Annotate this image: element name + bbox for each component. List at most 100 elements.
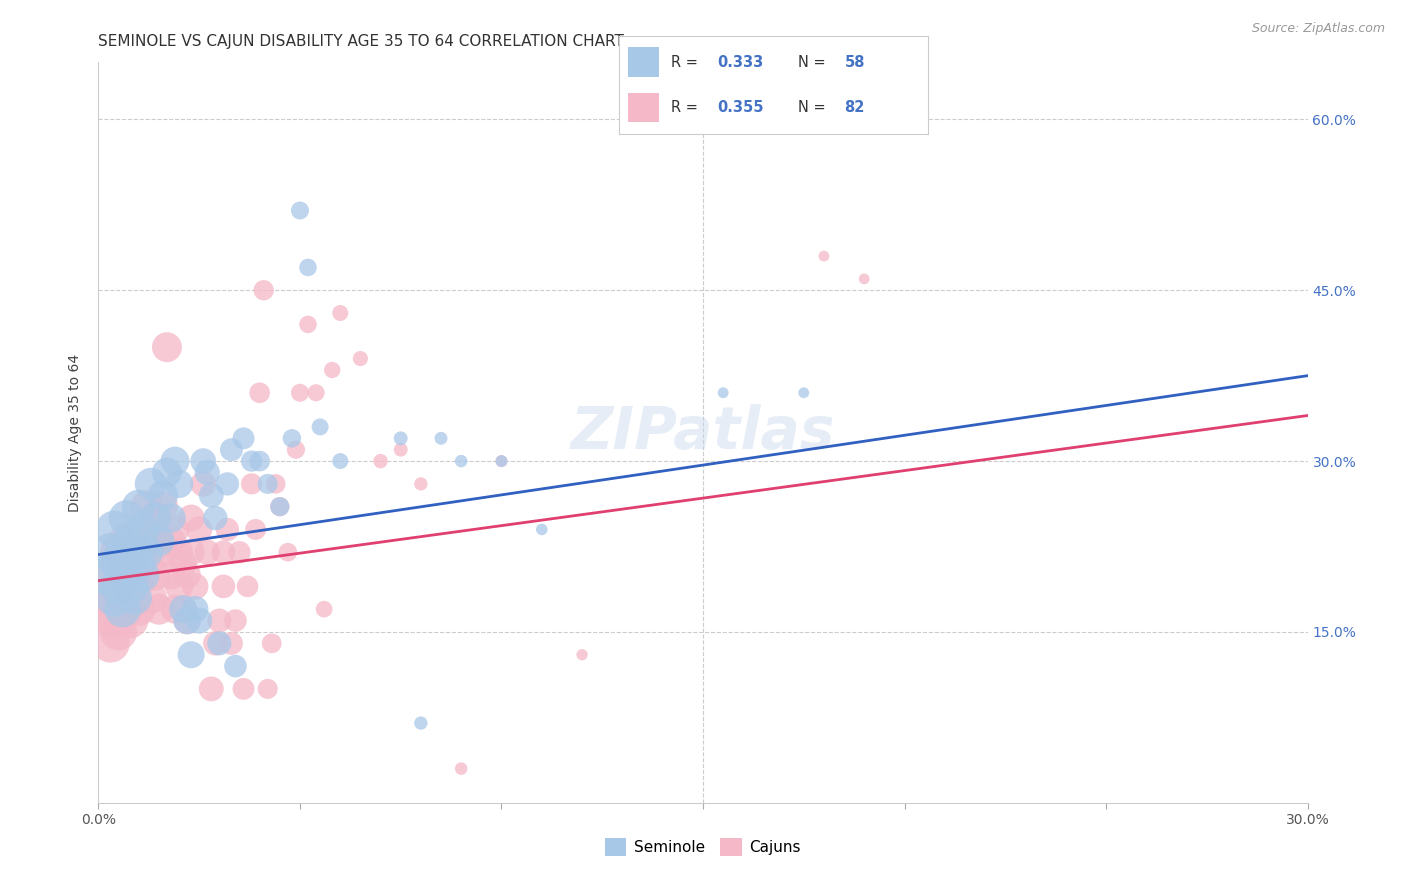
- Point: [349, 351, 371, 366]
- Point: [184, 579, 207, 593]
- Point: [269, 500, 291, 514]
- Point: [200, 488, 222, 502]
- Point: [180, 545, 202, 559]
- Point: [135, 545, 157, 559]
- Point: [167, 545, 190, 559]
- Point: [139, 545, 162, 559]
- Bar: [628, 47, 659, 77]
- Point: [107, 545, 129, 559]
- Point: [128, 557, 150, 571]
- Point: [135, 545, 157, 559]
- Text: 0.355: 0.355: [717, 100, 763, 115]
- Point: [152, 545, 174, 559]
- Point: [111, 602, 134, 616]
- Point: [143, 511, 166, 525]
- Point: [284, 442, 307, 457]
- Point: [100, 545, 122, 559]
- Point: [491, 454, 513, 468]
- Point: [260, 636, 283, 650]
- Point: [124, 545, 146, 559]
- Point: [163, 454, 186, 468]
- Point: [208, 636, 231, 650]
- Point: [314, 602, 336, 616]
- Point: [172, 602, 194, 616]
- Point: [120, 614, 142, 628]
- Point: [139, 476, 162, 491]
- Point: [120, 568, 142, 582]
- Point: [245, 523, 267, 537]
- Point: [128, 557, 150, 571]
- Point: [188, 523, 211, 537]
- Point: [132, 523, 155, 537]
- Point: [288, 203, 311, 218]
- Point: [107, 579, 129, 593]
- Point: [195, 466, 218, 480]
- Point: [217, 523, 239, 537]
- Text: ZIPatlas: ZIPatlas: [571, 404, 835, 461]
- Point: [232, 681, 254, 696]
- Point: [103, 523, 125, 537]
- Point: [240, 454, 263, 468]
- Point: [297, 260, 319, 275]
- Point: [450, 762, 472, 776]
- Point: [232, 431, 254, 445]
- Point: [249, 454, 271, 468]
- Point: [96, 568, 118, 582]
- Point: [124, 545, 146, 559]
- Point: [240, 476, 263, 491]
- Point: [297, 318, 319, 332]
- Point: [96, 602, 118, 616]
- Point: [305, 385, 328, 400]
- Point: [132, 568, 155, 582]
- Point: [813, 249, 835, 263]
- Point: [204, 511, 226, 525]
- Point: [264, 476, 287, 491]
- Text: R =: R =: [671, 54, 703, 70]
- Point: [571, 648, 593, 662]
- Point: [115, 533, 138, 548]
- Point: [188, 614, 211, 628]
- Point: [450, 454, 472, 468]
- Point: [152, 500, 174, 514]
- Point: [180, 511, 202, 525]
- Point: [176, 568, 198, 582]
- Point: [115, 511, 138, 525]
- Text: N =: N =: [799, 54, 831, 70]
- Point: [200, 681, 222, 696]
- Point: [329, 454, 352, 468]
- Point: [107, 624, 129, 639]
- Point: [208, 614, 231, 628]
- Point: [249, 385, 271, 400]
- Point: [288, 385, 311, 400]
- Point: [143, 511, 166, 525]
- Point: [530, 523, 553, 537]
- Point: [193, 454, 215, 468]
- Point: [143, 568, 166, 582]
- Point: [156, 340, 179, 354]
- Point: [256, 681, 278, 696]
- Point: [160, 533, 183, 548]
- Point: [103, 568, 125, 582]
- Point: [172, 557, 194, 571]
- Point: [124, 591, 146, 605]
- Point: [128, 500, 150, 514]
- Legend: Seminole, Cajuns: Seminole, Cajuns: [599, 832, 807, 862]
- Point: [212, 579, 235, 593]
- Point: [160, 511, 183, 525]
- Text: SEMINOLE VS CAJUN DISABILITY AGE 35 TO 64 CORRELATION CHART: SEMINOLE VS CAJUN DISABILITY AGE 35 TO 6…: [98, 34, 624, 49]
- Point: [160, 568, 183, 582]
- Text: 0.333: 0.333: [717, 54, 763, 70]
- Point: [115, 568, 138, 582]
- Point: [228, 545, 250, 559]
- Point: [221, 636, 243, 650]
- Bar: [628, 93, 659, 122]
- Point: [389, 442, 412, 457]
- Point: [167, 579, 190, 593]
- Point: [163, 523, 186, 537]
- Point: [148, 602, 170, 616]
- Point: [711, 385, 734, 400]
- Point: [277, 545, 299, 559]
- Point: [163, 602, 186, 616]
- Text: Source: ZipAtlas.com: Source: ZipAtlas.com: [1251, 22, 1385, 36]
- Point: [156, 466, 179, 480]
